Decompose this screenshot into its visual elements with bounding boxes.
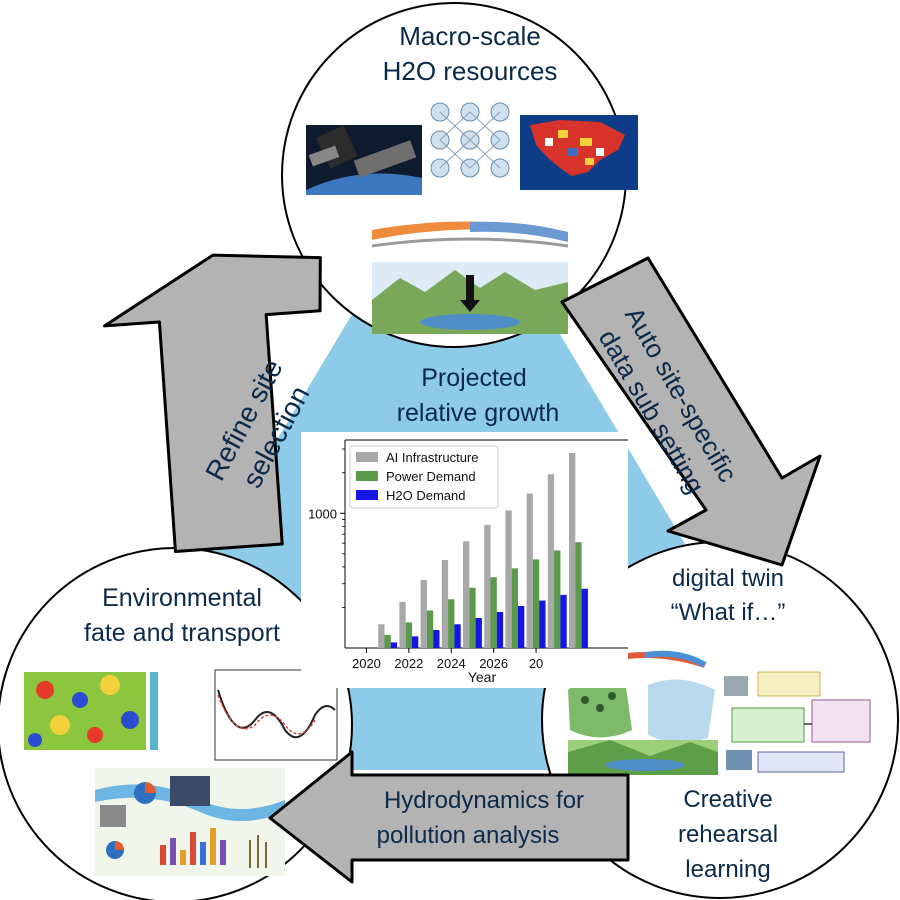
bar-power-demand-2022 [405,622,412,648]
legend-swatch-2 [356,471,378,481]
chart-panel-title-line1: Projected [421,364,527,392]
x-tick-label: 20 [529,656,543,671]
legend-label-1: AI Infrastructure [386,450,478,465]
x-axis-label: Year [468,669,497,685]
growth-chart-panel: Projected relative growth 1000 2020 2022 20… [301,364,628,688]
bar-h2o-demand-2026 [496,612,504,648]
bar-h2o-demand-2029 [560,594,567,648]
x-tick-label: 2020 [352,656,381,671]
bar-ai-infrastructure-2023 [420,579,427,648]
bar-ai-infrastructure-2029 [547,474,555,648]
watershed-illustration [568,650,718,775]
bar-power-demand-2028 [532,559,540,648]
left-circle: Environmental fate and transport [0,547,353,900]
arrow-bottom-label-line2: pollution analysis [377,822,560,849]
thermal-conductivity-heatmap [22,655,210,765]
bar-ai-infrastructure-2026 [484,524,491,648]
legend-box [349,445,499,509]
bar-ai-infrastructure-2027 [505,510,512,648]
bar-ai-infrastructure-2022 [399,601,406,648]
bar-power-demand-2024 [448,599,455,648]
arrow-bottom-label-line1: Hydrodynamics for [384,787,584,814]
arrow-hydrodynamics [268,750,630,884]
bar-power-demand-2025 [469,587,476,648]
neural-network-illustration [423,88,518,190]
north-america-map [520,115,638,190]
right-circle-bottom-line3: learning [685,856,770,883]
chart-panel-title-line2: relative growth [397,399,560,427]
right-circle: digital twin “What if…” Creative rehears… [541,541,899,899]
left-circle-title-line2: fate and transport [84,619,280,647]
grace-landscape-illustration [371,221,569,334]
top-circle-title-line2: H2O resources [383,56,558,86]
bar-h2o-demand-2025 [475,617,482,648]
right-circle-bottom-line2: rehearsal [678,821,778,848]
left-circle-title-line1: Environmental [102,584,262,612]
legend-swatch-3 [356,490,378,500]
legend-label-3: H2O Demand [386,488,465,503]
legend-label-2: Power Demand [386,469,476,484]
top-circle-title-line1: Macro-scale [399,21,541,51]
top-circle: Macro-scale H2O resources [281,2,638,348]
legend-swatch-1 [356,452,378,462]
bar-ai-infrastructure-2024 [441,560,449,648]
satellite-illustration [306,125,422,195]
bar-ai-infrastructure-2028 [526,493,533,648]
arrow-refine-site-selection [103,253,322,553]
bar-power-demand-2027 [511,568,518,648]
rehearsal-learning-diagram [722,670,872,774]
bar-ai-infrastructure-2021 [378,624,385,648]
y-tick-label: 1000 [308,506,337,521]
bar-chart: 1000 2020 2022 2024 2026 20 Year AI Infrastruct… [308,439,628,685]
x-tick-label: 2022 [394,656,423,671]
bar-power-demand-2030 [575,542,582,648]
bar-h2o-demand-2021 [390,642,398,648]
bar-h2o-demand-2027 [518,606,525,648]
bar-h2o-demand-2022 [412,636,419,648]
bar-power-demand-2023 [426,610,434,648]
bar-h2o-demand-2030 [581,588,588,648]
arrow-auto-site-specific [560,256,822,567]
bar-ai-infrastructure-2025 [463,541,470,648]
x-tick-label: 2026 [479,656,508,671]
river-pollution-illustration [95,768,285,876]
bar-power-demand-2029 [554,550,561,648]
bar-power-demand-2021 [384,634,391,648]
bar-h2o-demand-2023 [433,630,440,648]
x-tick-label: 2024 [437,656,466,671]
bar-power-demand-2026 [490,577,497,648]
bar-h2o-demand-2028 [539,600,546,648]
bar-h2o-demand-2024 [454,624,461,648]
right-circle-bottom-line1: Creative [683,786,772,813]
right-circle-top-line1: digital twin [672,565,784,592]
bar-ai-infrastructure-2030 [569,453,576,648]
right-circle-top-line2: “What if…” [671,599,786,626]
